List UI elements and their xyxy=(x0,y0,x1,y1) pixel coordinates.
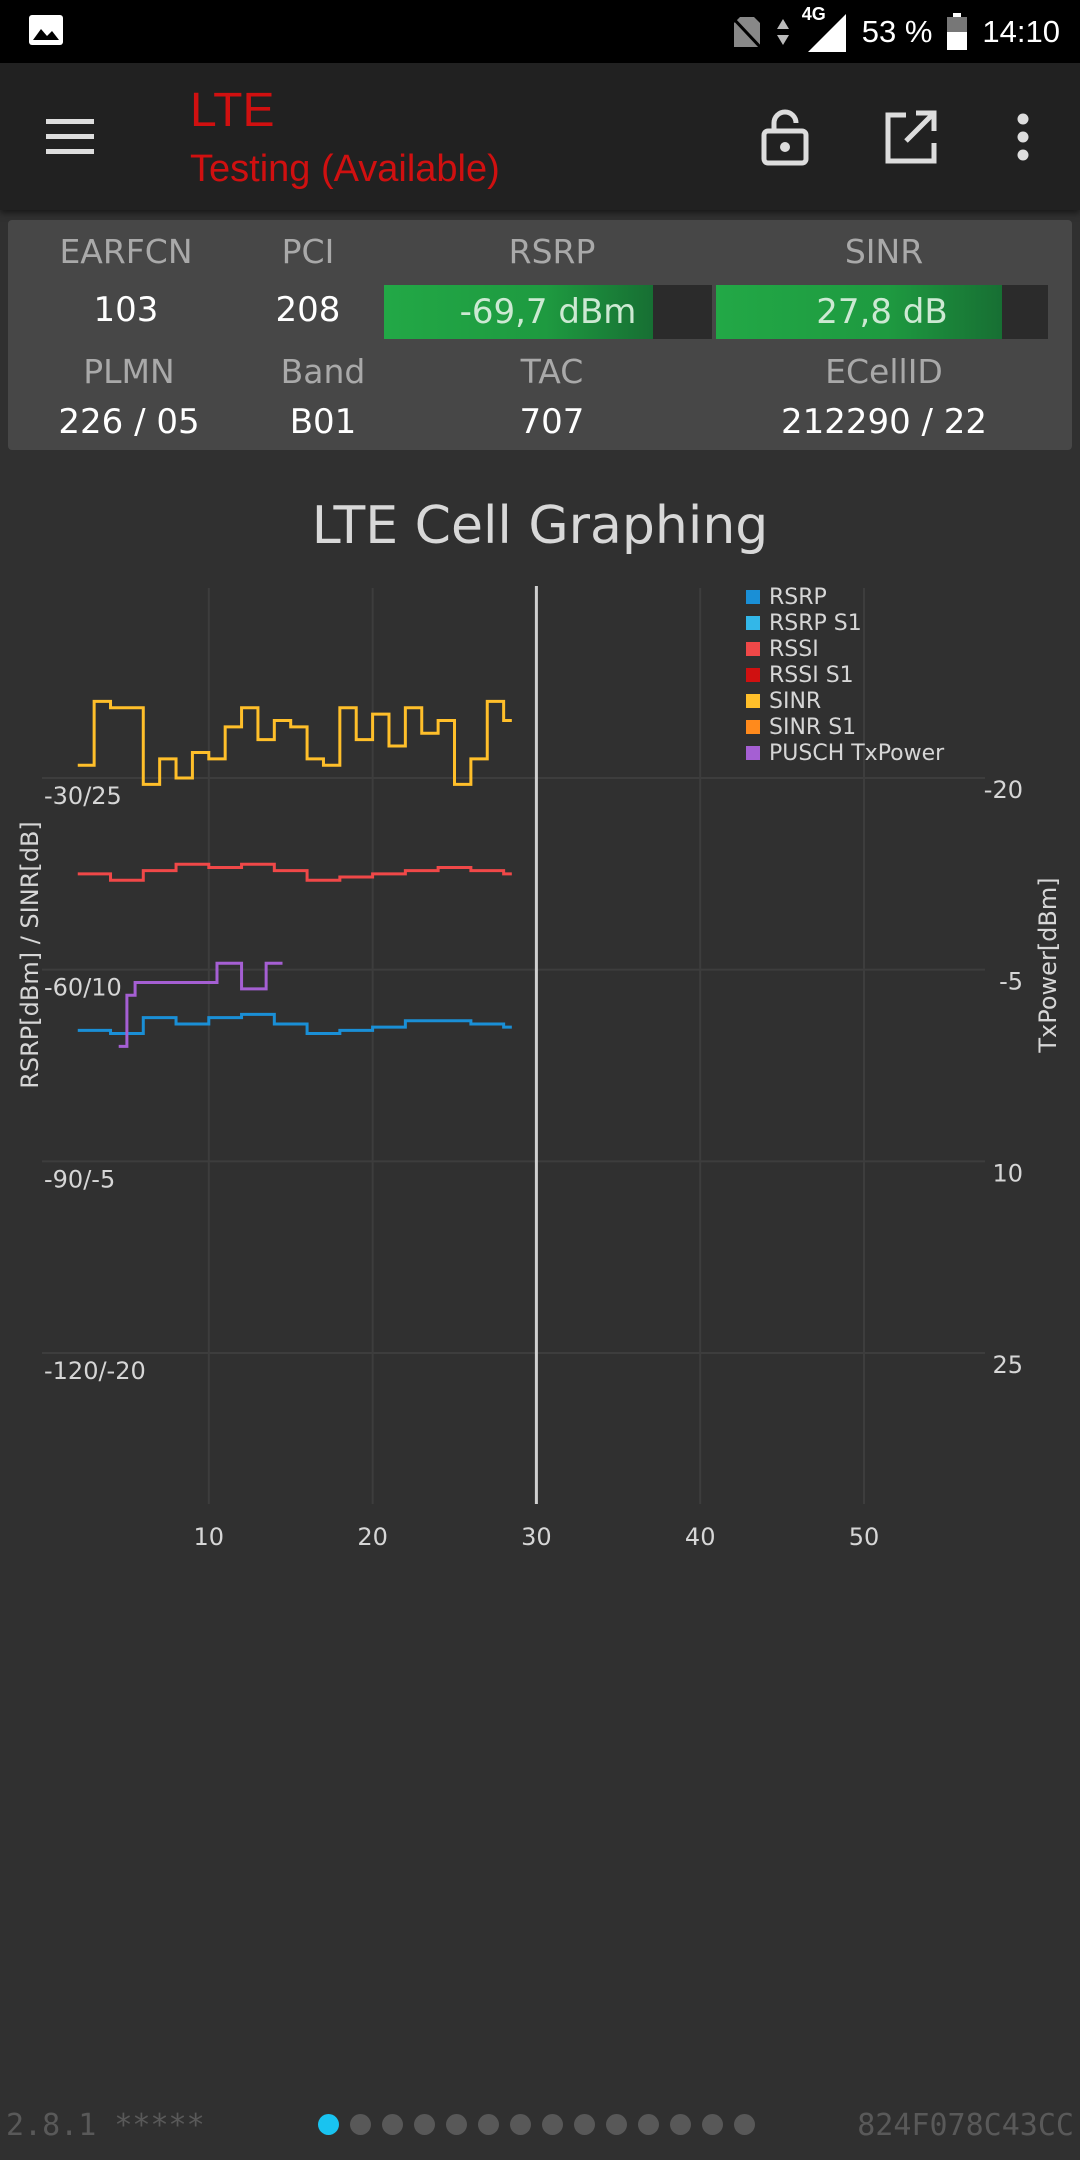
legend-swatch[interactable] xyxy=(746,590,760,604)
band-label: Band xyxy=(280,352,366,391)
battery-icon xyxy=(947,12,968,50)
pci-value: 208 xyxy=(275,290,341,330)
earfcn-label: EARFCN xyxy=(59,232,193,271)
status-bar: 4G 53 % 14:10 xyxy=(0,0,1080,63)
device-id-label: 824F078C43CC xyxy=(857,2108,1074,2143)
sinr-bar: 27,8 dB xyxy=(716,285,1048,339)
page-dot[interactable] xyxy=(638,2114,659,2135)
app-title: LTE xyxy=(190,84,275,137)
page-dot[interactable] xyxy=(478,2114,499,2135)
y-tick-label-left: -120/-20 xyxy=(44,1357,146,1385)
page-dot[interactable] xyxy=(542,2114,563,2135)
y-axis-title-right: TxPower[dBm] xyxy=(1034,877,1062,1053)
legend-label[interactable]: SINR S1 xyxy=(769,715,856,740)
battery-percent: 53 % xyxy=(861,13,933,49)
pci-label: PCI xyxy=(281,232,335,271)
y-tick-label-left: -30/25 xyxy=(44,782,122,810)
x-tick-label: 50 xyxy=(849,1523,880,1551)
ecellid-label: ECellID xyxy=(825,352,943,391)
page-dot[interactable] xyxy=(446,2114,467,2135)
series-line xyxy=(118,961,283,1048)
legend-label[interactable]: RSSI xyxy=(769,637,819,662)
page-dot[interactable] xyxy=(318,2114,339,2135)
legend-swatch[interactable] xyxy=(746,720,760,734)
sinr-label: SINR xyxy=(844,232,924,271)
legend-swatch[interactable] xyxy=(746,746,760,760)
band-value: B01 xyxy=(289,402,357,442)
y-tick-label-right: 10 xyxy=(992,1159,1023,1187)
rsrp-bar: -69,7 dBm xyxy=(384,285,712,339)
page-dot[interactable] xyxy=(574,2114,595,2135)
open-external-icon[interactable] xyxy=(884,107,938,167)
version-label: 2.8.1 ***** xyxy=(6,2108,205,2143)
x-tick-label: 20 xyxy=(357,1523,388,1551)
legend-label[interactable]: SINR xyxy=(769,689,821,714)
page-dot[interactable] xyxy=(414,2114,435,2135)
plmn-label: PLMN xyxy=(83,352,175,391)
sinr-value: 27,8 dB xyxy=(816,292,948,332)
sinr-bar-fill xyxy=(716,285,1002,339)
page-dot[interactable] xyxy=(510,2114,531,2135)
legend-label[interactable]: RSRP xyxy=(769,585,827,610)
legend-swatch[interactable] xyxy=(746,694,760,708)
lock-open-icon[interactable] xyxy=(760,107,810,167)
page-dot[interactable] xyxy=(734,2114,755,2135)
legend-label[interactable]: RSRP S1 xyxy=(769,611,862,636)
y-axis-title-left: RSRP[dBm] / SINR[dB] xyxy=(16,821,44,1089)
y-tick-label-right: 25 xyxy=(992,1351,1023,1379)
legend-label[interactable]: PUSCH TxPower xyxy=(769,741,945,766)
data-arrows-icon xyxy=(776,18,789,45)
sim-missing-icon xyxy=(731,15,762,49)
y-tick-label-left: -90/-5 xyxy=(44,1165,115,1193)
series-line xyxy=(77,862,512,882)
tac-label: TAC xyxy=(520,352,584,391)
signal-group: 4G xyxy=(802,4,848,54)
legend-label[interactable]: RSSI S1 xyxy=(769,663,854,688)
rsrp-label: RSRP xyxy=(508,232,596,271)
page-dot[interactable] xyxy=(606,2114,627,2135)
status-icons: 4G 53 % 14:10 xyxy=(731,0,1060,63)
y-tick-label-right: -5 xyxy=(999,968,1023,996)
earfcn-value: 103 xyxy=(93,290,159,330)
rsrp-bar-fill xyxy=(384,285,653,339)
page-dot[interactable] xyxy=(350,2114,371,2135)
series-line xyxy=(77,699,512,786)
series-line xyxy=(77,1012,512,1036)
y-tick-label-left: -60/10 xyxy=(44,974,122,1002)
cell-info-panel: EARFCN PCI RSRP SINR 103 208 -69,7 dBm 2… xyxy=(8,220,1072,450)
x-tick-label: 30 xyxy=(521,1523,552,1551)
gallery-icon xyxy=(29,15,63,45)
app-bar: LTE Testing (Available) xyxy=(0,63,1080,210)
page-dot[interactable] xyxy=(702,2114,723,2135)
legend-swatch[interactable] xyxy=(746,668,760,682)
page-indicator[interactable] xyxy=(318,2114,755,2135)
lte-cell-chart[interactable]: -30/25 -60/10 -90/-5 -120/-20 -20 -5 10 25 10 20 3… xyxy=(0,560,1080,1560)
page-dot[interactable] xyxy=(382,2114,403,2135)
legend-swatch[interactable] xyxy=(746,642,760,656)
more-vert-icon[interactable] xyxy=(1010,107,1036,167)
network-type: 4G xyxy=(801,3,826,24)
x-tick-label: 10 xyxy=(194,1523,225,1551)
signal-icon xyxy=(807,13,846,52)
page-dot[interactable] xyxy=(670,2114,691,2135)
y-tick-label-right: -20 xyxy=(984,776,1023,804)
app-subtitle: Testing (Available) xyxy=(190,148,500,190)
ecellid-value: 212290 / 22 xyxy=(780,402,988,442)
plmn-value: 226 / 05 xyxy=(58,402,200,442)
clock: 14:10 xyxy=(982,13,1060,49)
x-tick-label: 40 xyxy=(685,1523,716,1551)
legend-swatch[interactable] xyxy=(746,616,760,630)
rsrp-value: -69,7 dBm xyxy=(459,292,637,332)
chart-title: LTE Cell Graphing xyxy=(311,496,769,556)
menu-icon[interactable] xyxy=(42,111,98,161)
tac-value: 707 xyxy=(519,402,585,442)
